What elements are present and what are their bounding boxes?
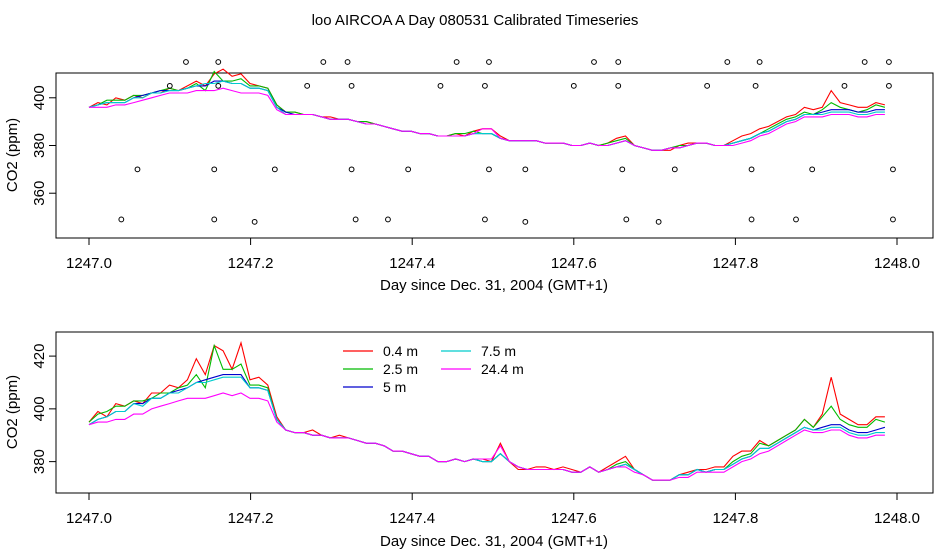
- marker-point: [215, 59, 222, 65]
- chart-panel-bottom: Day since Dec. 31, 2004 (GMT+1) CO2 (ppm…: [4, 331, 934, 550]
- marker-point: [655, 218, 662, 225]
- x-tick-label: 1247.0: [66, 510, 112, 527]
- legend: 0.4 m 2.5 m 5 m 7.5 m 24.4 m: [343, 343, 524, 395]
- marker-point: [522, 218, 529, 225]
- marker-point: [486, 59, 492, 65]
- chart-panel-top: Day since Dec. 31, 2004 (GMT+1) CO2 (ppm…: [4, 59, 934, 294]
- marker-point: [482, 82, 488, 89]
- marker-point: [752, 82, 759, 89]
- x-tick-label: 1248.0: [874, 255, 920, 272]
- marker-point: [623, 216, 630, 223]
- y-tick-label: 420: [31, 344, 48, 369]
- marker-point: [166, 82, 173, 89]
- x-tick-label: 1247.2: [228, 255, 274, 272]
- x-tick-label: 1247.0: [66, 255, 112, 272]
- marker-point: [570, 82, 577, 89]
- series-line: [88, 80, 885, 151]
- marker-point: [748, 166, 755, 173]
- marker-point: [118, 216, 125, 223]
- marker-point: [861, 59, 868, 65]
- marker-point: [841, 82, 848, 89]
- marker-point: [522, 166, 529, 173]
- marker-point: [890, 216, 896, 223]
- marker-point: [809, 166, 816, 173]
- marker-point: [304, 82, 311, 89]
- series-line: [88, 68, 886, 151]
- x-tick-label: 1247.8: [712, 255, 758, 272]
- marker-point: [320, 59, 327, 65]
- axes: 1247.0 1247.2 1247.4 1247.6 1247.8 1248.0 380 4…: [31, 344, 920, 527]
- marker-point: [591, 59, 597, 65]
- x-tick-label: 1248.0: [874, 510, 920, 527]
- marker-point: [619, 166, 626, 173]
- marks: [88, 340, 886, 481]
- plot-frame: [55, 72, 934, 239]
- x-tick-label: 1247.6: [551, 255, 597, 272]
- marker-point: [793, 216, 799, 223]
- marker-point: [134, 166, 141, 173]
- marker-point: [704, 82, 711, 89]
- marker-point: [453, 59, 460, 65]
- legend-label: 5 m: [383, 379, 406, 395]
- series-line: [88, 80, 885, 151]
- x-tick-label: 1247.6: [551, 510, 597, 527]
- marker-point: [482, 216, 488, 223]
- legend-label: 24.4 m: [481, 361, 524, 377]
- x-axis-label: Day since Dec. 31, 2004 (GMT+1): [380, 533, 608, 550]
- x-tick-label: 1247.4: [389, 255, 435, 272]
- marker-point: [271, 166, 278, 173]
- marker-point: [385, 216, 391, 223]
- marker-point: [615, 82, 622, 89]
- marker-point: [215, 82, 222, 89]
- marker-point: [886, 82, 892, 89]
- marker-point: [344, 59, 351, 65]
- marker-point: [756, 59, 763, 65]
- x-tick-label: 1247.2: [228, 510, 274, 527]
- marker-point: [671, 166, 678, 173]
- y-axis-label: CO2 (ppm): [4, 375, 21, 449]
- x-tick-label: 1247.8: [712, 510, 758, 527]
- figure-title: loo AIRCOA A Day 080531 Calibrated Times…: [312, 12, 639, 29]
- marker-point: [886, 59, 892, 65]
- marker-point: [748, 216, 755, 223]
- marker-point: [183, 59, 189, 65]
- legend-label: 0.4 m: [383, 343, 418, 359]
- y-tick-label: 400: [31, 396, 48, 421]
- series-line: [88, 340, 885, 481]
- marker-point: [211, 216, 218, 223]
- y-axis-label: CO2 (ppm): [4, 118, 21, 192]
- marker-point: [348, 82, 355, 89]
- series-line: [88, 392, 885, 481]
- legend-label: 2.5 m: [383, 361, 418, 377]
- marker-point: [724, 59, 731, 65]
- marks: [88, 59, 896, 225]
- y-tick-label: 380: [31, 133, 48, 158]
- y-tick-label: 380: [31, 449, 48, 474]
- marker-point: [211, 166, 218, 173]
- marker-point: [486, 166, 492, 173]
- marker-point: [890, 166, 896, 173]
- series-line: [88, 374, 886, 481]
- legend-label: 7.5 m: [481, 343, 516, 359]
- marker-point: [251, 218, 258, 225]
- series-line: [89, 87, 885, 151]
- marker-point: [348, 166, 355, 173]
- y-tick-label: 400: [31, 85, 48, 110]
- axes: 1247.0 1247.2 1247.4 1247.6 1247.8 1248.0 360 3…: [31, 85, 920, 272]
- y-tick-label: 360: [31, 181, 48, 206]
- marker-point: [352, 216, 359, 223]
- plot-frame: [55, 331, 934, 494]
- marker-point: [405, 166, 412, 173]
- marker-point: [437, 82, 444, 89]
- marker-point: [615, 59, 622, 65]
- series-line: [88, 376, 885, 481]
- x-tick-label: 1247.4: [389, 510, 435, 527]
- x-axis-label: Day since Dec. 31, 2004 (GMT+1): [380, 277, 608, 294]
